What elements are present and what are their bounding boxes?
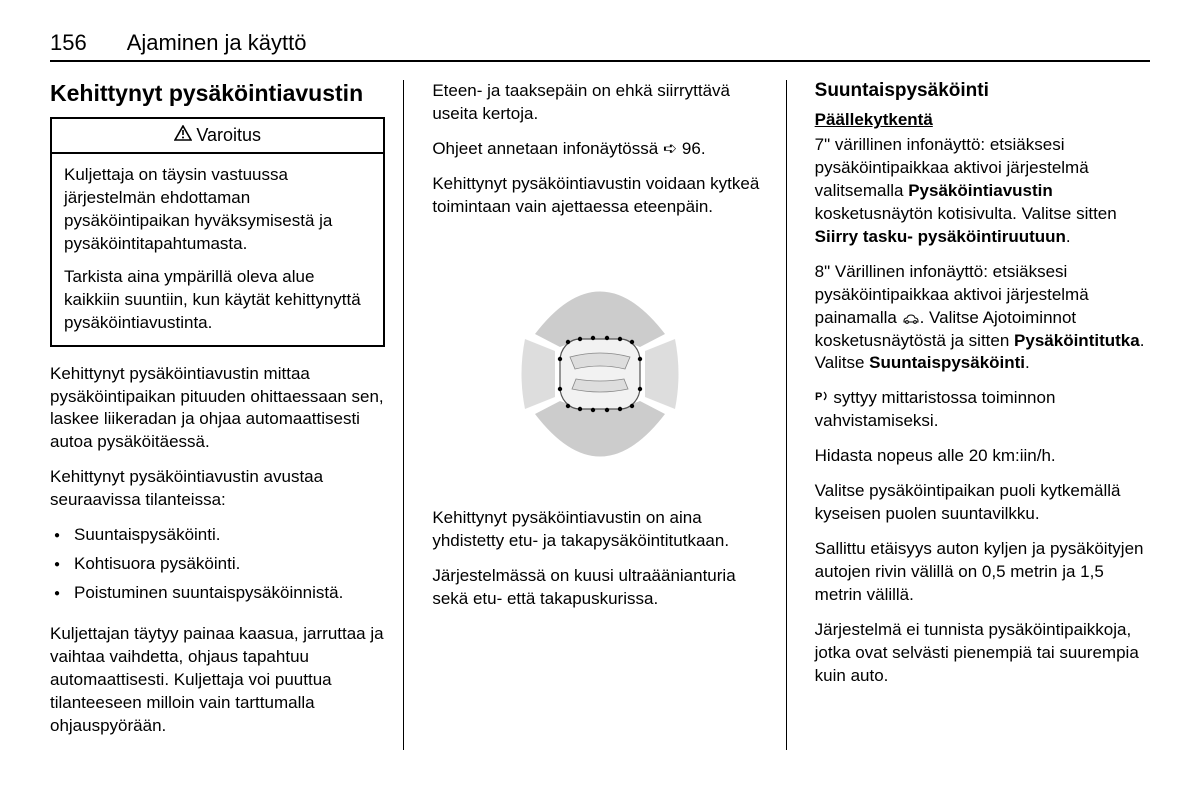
- body-p: Ohjeet annetaan infonäytössä ➪ 96.: [432, 138, 767, 161]
- page-header: 156 Ajaminen ja käyttö: [50, 30, 1150, 62]
- list-item: Kohtisuora pysäköinti.: [74, 553, 385, 576]
- body-p: Järjestelmässä on kuusi ultraäänianturia…: [432, 565, 767, 611]
- column-1: Kehittynyt pysäköintiavustin Varoitus Ku…: [50, 80, 404, 750]
- body-p: Kehittynyt pysäköintiavustin voidaan kyt…: [432, 173, 767, 219]
- body-p: 7" värillinen infonäyttö: etsiäksesi pys…: [815, 134, 1150, 249]
- warning-label: Varoitus: [196, 125, 261, 146]
- sensor-diagram: [432, 239, 767, 489]
- warning-box: Varoitus Kuljettaja on täysin vastuussa …: [50, 117, 385, 347]
- reference-icon: ➪: [663, 139, 677, 158]
- warning-p2: Tarkista aina ympärillä oleva alue kaikk…: [64, 266, 371, 335]
- chapter-title: Ajaminen ja käyttö: [127, 30, 307, 56]
- list-item: Suuntaispysäköinti.: [74, 524, 385, 547]
- body-p: Sallittu etäisyys auton kyljen ja pysäkö…: [815, 538, 1150, 607]
- bullet-list: Suuntaispysäköinti. Kohtisuora pysäköint…: [50, 524, 385, 611]
- bold-term: Pysäköintitutka: [1014, 331, 1140, 350]
- bold-term: Suuntaispysäköinti: [869, 353, 1025, 372]
- body-p: Järjestelmä ei tunnista pysäköintipaikko…: [815, 619, 1150, 688]
- warning-title: Varoitus: [52, 119, 383, 154]
- body-p: Kehittynyt pysäköintiavustin on aina yhd…: [432, 507, 767, 553]
- body-p: Eteen- ja taaksepäin on ehkä siirryttävä…: [432, 80, 767, 126]
- body-p: Kehittynyt pysäköintiavustin avustaa seu…: [50, 466, 385, 512]
- page-number: 156: [50, 30, 87, 56]
- sub-heading: Suuntaispysäköinti: [815, 80, 1150, 102]
- column-3: Suuntaispysäköinti Päällekytkentä 7" vär…: [815, 80, 1150, 750]
- content-columns: Kehittynyt pysäköintiavustin Varoitus Ku…: [50, 80, 1150, 750]
- parking-assist-icon: P: [815, 390, 829, 407]
- text-span: kosketusnäytön kotisivulta. Valitse sitt…: [815, 204, 1117, 223]
- text-span: .: [1025, 353, 1030, 372]
- text-span: Ohjeet annetaan infonäytössä: [432, 139, 663, 158]
- bold-term: Siirry tasku- pysäköintiruutuun: [815, 227, 1066, 246]
- body-p: Kuljettajan täytyy painaa kaasua, jarrut…: [50, 623, 385, 738]
- column-2: Eteen- ja taaksepäin on ehkä siirryttävä…: [432, 80, 786, 750]
- body-p: Kehittynyt pysäköintiavustin mittaa pysä…: [50, 363, 385, 455]
- bold-term: Pysäköintiavustin: [908, 181, 1053, 200]
- text-span: .: [1066, 227, 1071, 246]
- sub-sub-heading: Päällekytkentä: [815, 110, 1150, 130]
- warning-body: Kuljettaja on täysin vastuussa järjestel…: [52, 154, 383, 345]
- body-p: 8" Värillinen infonäyttö: etsiäksesi pys…: [815, 261, 1150, 376]
- car-icon: [902, 310, 920, 326]
- body-p: P syttyy mittaristossa toiminnon vahvist…: [815, 387, 1150, 433]
- body-p: Hidasta nopeus alle 20 km:iin/h.: [815, 445, 1150, 468]
- warning-icon: [174, 125, 192, 146]
- warning-p1: Kuljettaja on täysin vastuussa järjestel…: [64, 164, 371, 256]
- list-item: Poistuminen suuntaispysäköinnistä.: [74, 582, 385, 605]
- text-span: 96.: [677, 139, 705, 158]
- section-heading: Kehittynyt pysäköintiavustin: [50, 80, 385, 107]
- svg-text:P: P: [815, 391, 822, 403]
- body-p: Valitse pysäköintipaikan puoli kytkemäll…: [815, 480, 1150, 526]
- text-span: syttyy mittaristossa toiminnon vahvistam…: [815, 388, 1056, 430]
